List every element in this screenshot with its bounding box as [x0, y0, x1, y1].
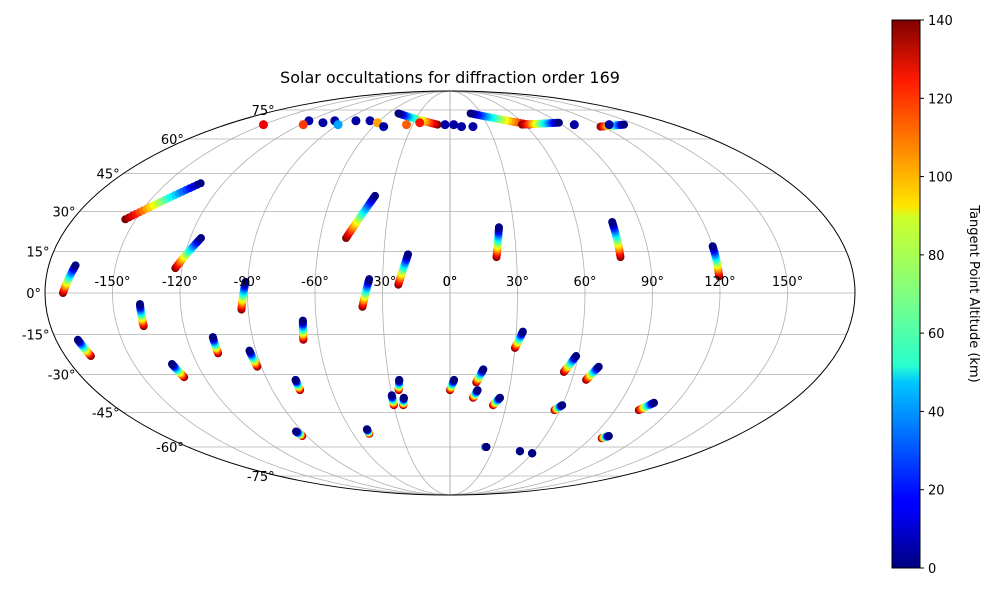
occultation-point	[318, 118, 328, 128]
occultation-point	[650, 398, 658, 407]
occultation-point	[456, 122, 466, 132]
lat-tick-label: 0°	[26, 287, 41, 302]
occultation-point	[482, 443, 491, 451]
lat-tick-label: 30°	[52, 205, 75, 220]
colorbar	[891, 19, 921, 569]
occultation-point	[71, 261, 80, 270]
occultation-point	[558, 401, 567, 410]
lat-tick-label: 75°	[252, 104, 275, 119]
lat-tick-label: 45°	[97, 167, 120, 182]
occultation-point	[479, 365, 488, 374]
occultation-point	[371, 191, 380, 200]
occultation-point	[399, 393, 408, 402]
occultation-point	[208, 333, 217, 342]
occultation-point	[362, 425, 371, 434]
occultation-point	[466, 109, 475, 118]
occultation-point	[73, 335, 82, 344]
lon-tick-label: -30°	[369, 275, 397, 290]
latitude-tick-labels: -75° -60° -45° -30° -15° 0° 15° 30° 45° 60° 75°	[22, 104, 275, 485]
occultation-point	[449, 120, 459, 130]
occultation-point	[197, 234, 206, 243]
colorbar-ticks: 0 20 40 60 80 100 120 140	[920, 14, 953, 577]
occultation-point	[572, 352, 581, 361]
occultation-point	[196, 179, 205, 188]
lon-tick-label: 0°	[443, 275, 458, 290]
occultation-point	[604, 120, 614, 130]
data-points	[59, 109, 724, 458]
occultation-point	[620, 120, 629, 129]
lon-tick-label: -60°	[301, 275, 329, 290]
lat-tick-label: 60°	[161, 133, 184, 148]
occultation-point	[135, 300, 144, 309]
colorbar-tick-label: 40	[928, 405, 945, 420]
lat-tick-label: -75°	[247, 470, 275, 485]
occultation-point	[365, 116, 375, 126]
map-gridlines	[45, 90, 855, 496]
lat-tick-label: 15°	[27, 246, 50, 261]
lon-tick-label: 30°	[506, 275, 529, 290]
occultation-point	[604, 432, 613, 441]
occultation-point	[554, 118, 563, 127]
occultation-point	[415, 118, 425, 128]
longitude-tick-labels: -150° -120° -90° -60° -30° 0° 30° 60° 90° 120° 150…	[94, 275, 803, 290]
lat-tick-label: -60°	[156, 441, 184, 456]
occultation-point	[468, 122, 478, 132]
occultation-point	[259, 120, 269, 130]
colorbar-tick-label: 20	[928, 484, 945, 499]
colorbar-tick-label: 120	[928, 92, 953, 107]
occultation-point	[515, 447, 524, 456]
occultation-point	[569, 120, 579, 130]
lon-tick-label: 150°	[772, 275, 803, 290]
occultation-point	[333, 120, 343, 130]
colorbar-tick-label: 140	[928, 14, 953, 29]
occultation-point	[245, 346, 254, 355]
occultation-point	[440, 120, 450, 130]
occultation-point	[395, 375, 404, 384]
chart-title: Solar occultations for diffraction order…	[280, 68, 620, 87]
lon-tick-label: -150°	[94, 275, 130, 290]
lon-tick-label: 60°	[573, 275, 596, 290]
colorbar-tick-label: 60	[928, 327, 945, 342]
lat-tick-label: -30°	[48, 369, 76, 384]
occultation-point	[473, 386, 482, 395]
lat-tick-label: -45°	[92, 407, 120, 422]
occultation-point	[518, 327, 527, 336]
lon-tick-label: -120°	[162, 275, 198, 290]
colorbar-tick-label: 100	[928, 171, 953, 186]
occultation-point	[291, 375, 300, 384]
map-boundary	[44, 90, 856, 496]
lon-tick-label: -90°	[234, 275, 262, 290]
colorbar-tick-label: 80	[928, 249, 945, 264]
occultation-point	[387, 391, 396, 400]
occultation-point	[594, 362, 603, 371]
occultation-point	[450, 375, 459, 384]
occultation-point	[365, 275, 374, 284]
occultation-point	[494, 223, 503, 232]
occultation-point	[379, 122, 389, 132]
occultation-point	[351, 116, 361, 126]
occultation-point	[241, 277, 250, 286]
occultation-point	[608, 217, 617, 226]
occultation-point	[404, 250, 413, 259]
lon-tick-label: 0°	[443, 275, 458, 290]
occultation-point	[394, 109, 403, 118]
occultation-point	[298, 316, 307, 325]
lon-tick-label: 120°	[704, 275, 735, 290]
occultation-point	[401, 120, 411, 130]
occultation-point	[292, 427, 301, 436]
colorbar-label: Tangent Point Altitude (km)	[966, 204, 981, 382]
colorbar-tick-label: 0	[928, 562, 936, 577]
occultation-point	[528, 449, 537, 458]
lat-tick-label: -15°	[22, 328, 50, 343]
occultation-point	[298, 120, 308, 130]
lon-tick-label: 90°	[641, 275, 664, 290]
occultation-point	[708, 242, 717, 251]
occultation-point	[167, 360, 176, 369]
occultation-point	[496, 393, 505, 402]
